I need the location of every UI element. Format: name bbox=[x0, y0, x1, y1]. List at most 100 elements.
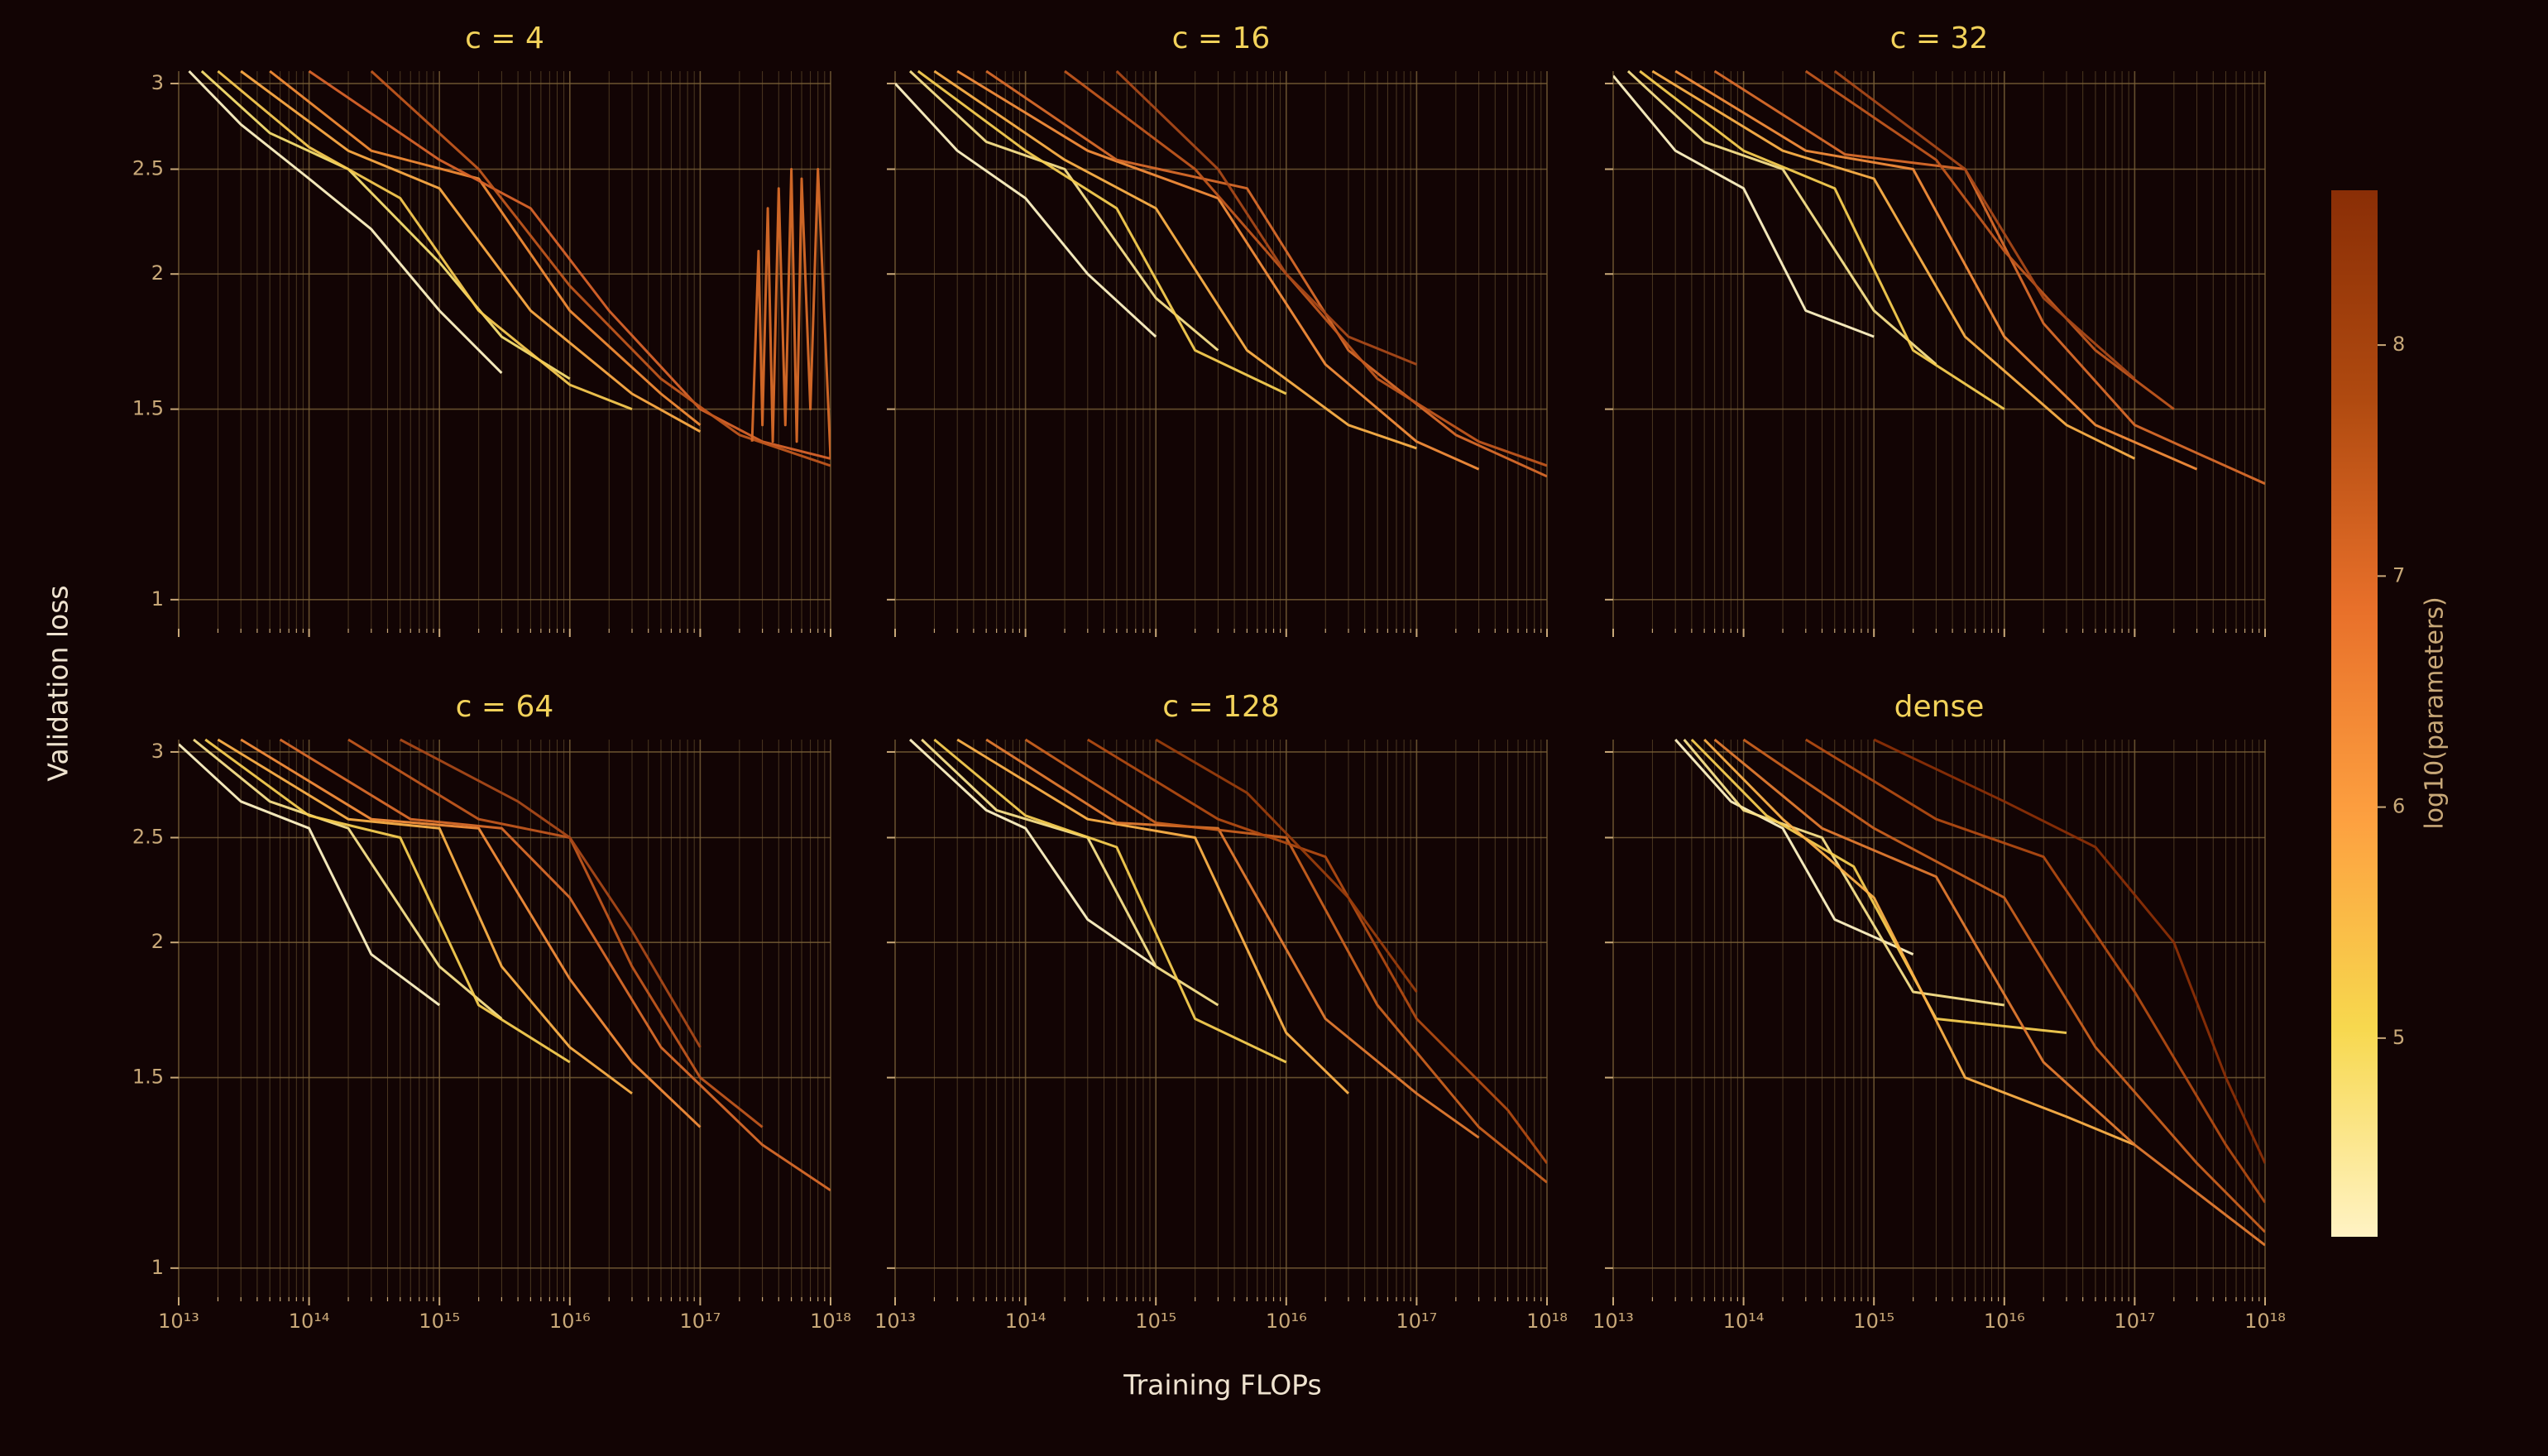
loss-curve bbox=[985, 738, 1480, 1139]
loss-curve bbox=[188, 69, 503, 374]
x-tick-label: 10¹⁷ bbox=[680, 1310, 721, 1333]
loss-curve bbox=[1613, 74, 1875, 338]
loss-curve bbox=[1703, 738, 2135, 1147]
y-tick-label: 1 bbox=[151, 1256, 164, 1279]
panel-title: dense bbox=[1894, 690, 1985, 724]
loss-curve bbox=[1024, 738, 1547, 1184]
x-tick-label: 10¹⁵ bbox=[419, 1310, 460, 1333]
y-tick-label: 3 bbox=[151, 71, 164, 94]
loss-curve bbox=[1626, 69, 1937, 366]
loss-curve bbox=[347, 738, 764, 1128]
loss-curve bbox=[1742, 738, 2265, 1233]
x-tick-label: 10¹⁷ bbox=[2115, 1310, 2156, 1333]
panel: c = 64 10¹³ 10¹⁴ 10¹⁵ 10¹⁶ 10¹⁷ 10¹⁸ 1 1.5 2 2.5 3 bbox=[132, 690, 851, 1333]
loss-curve bbox=[1639, 69, 2005, 410]
loss-curve bbox=[985, 69, 1547, 478]
panel-title: c = 128 bbox=[1162, 690, 1280, 724]
lines bbox=[908, 738, 1547, 1184]
x-tick-label: 10¹³ bbox=[874, 1310, 916, 1333]
x-tick-label: 10¹⁵ bbox=[1135, 1310, 1176, 1333]
panel: c = 16 bbox=[887, 22, 1548, 637]
loss-curve bbox=[1064, 69, 1547, 467]
x-tick-label: 10¹⁴ bbox=[1005, 1310, 1046, 1333]
y-tick-label: 2.5 bbox=[132, 156, 164, 180]
lines bbox=[1613, 69, 2265, 486]
loss-curve bbox=[204, 738, 571, 1064]
panel: c = 32 bbox=[1605, 22, 2266, 637]
loss-curve bbox=[240, 738, 702, 1128]
y-axis-label: Validation loss bbox=[42, 585, 74, 781]
loss-curve bbox=[933, 738, 1287, 1064]
panel: c = 128 10¹³ 10¹⁴ 10¹⁵ 10¹⁶ 10¹⁷ 10¹⁸ bbox=[874, 690, 1568, 1333]
lines bbox=[188, 69, 831, 467]
loss-curve bbox=[1674, 69, 2198, 471]
loss-curve bbox=[917, 69, 1287, 395]
loss-curve bbox=[269, 69, 702, 426]
loss-curve bbox=[956, 738, 1350, 1094]
panel-title: c = 32 bbox=[1890, 22, 1989, 55]
loss-curve bbox=[908, 738, 1157, 968]
panel-title: c = 4 bbox=[465, 22, 544, 55]
loss-curve bbox=[1115, 69, 1417, 366]
lines bbox=[895, 69, 1547, 478]
loss-curve bbox=[1683, 739, 2005, 1007]
panel: dense 10¹³ 10¹⁴ 10¹⁵ 10¹⁶ 10¹⁷ 10¹⁸ bbox=[1592, 690, 2286, 1333]
colorbar-tick-label: 8 bbox=[2392, 333, 2405, 356]
x-tick-label: 10¹⁵ bbox=[1853, 1310, 1894, 1333]
loss-curve bbox=[895, 82, 1157, 338]
x-tick-label: 10¹⁸ bbox=[2244, 1310, 2286, 1333]
y-tick-label: 3 bbox=[151, 740, 164, 763]
panel-title: c = 16 bbox=[1172, 22, 1271, 55]
loss-curve bbox=[1674, 738, 1914, 956]
loss-curve bbox=[1690, 738, 2067, 1034]
loss-curve bbox=[279, 738, 831, 1192]
colorbar-tick-label: 6 bbox=[2392, 795, 2405, 818]
y-tick-label: 2.5 bbox=[132, 825, 164, 848]
y-tick-label: 1 bbox=[151, 587, 164, 611]
loss-curve bbox=[750, 168, 831, 459]
panel-title: c = 64 bbox=[456, 690, 554, 724]
x-tick-label: 10¹⁸ bbox=[1526, 1310, 1568, 1333]
colorbar bbox=[2331, 190, 2378, 1237]
loss-curve bbox=[1713, 738, 2265, 1247]
loss-curve bbox=[1155, 738, 1418, 993]
loss-curve bbox=[933, 69, 1417, 450]
y-tick-label: 2 bbox=[151, 261, 164, 285]
x-tick-label: 10¹³ bbox=[1592, 1310, 1634, 1333]
loss-curve bbox=[370, 69, 831, 467]
loss-curve bbox=[1713, 69, 2265, 486]
x-tick-label: 10¹⁶ bbox=[1266, 1310, 1307, 1333]
loss-curve bbox=[217, 69, 633, 410]
x-tick-label: 10¹³ bbox=[158, 1310, 199, 1333]
colorbar-tick-label: 7 bbox=[2392, 563, 2405, 587]
x-tick-label: 10¹⁶ bbox=[1984, 1310, 2025, 1333]
y-tick-label: 1.5 bbox=[132, 1066, 164, 1089]
loss-curve bbox=[193, 738, 503, 1020]
colorbar-label: log10(parameters) bbox=[2421, 596, 2450, 829]
x-tick-label: 10¹⁷ bbox=[1396, 1310, 1438, 1333]
y-tick-label: 1.5 bbox=[132, 397, 164, 420]
loss-curve bbox=[400, 738, 702, 1048]
loss-curve bbox=[217, 738, 633, 1095]
loss-curve bbox=[956, 69, 1480, 471]
loss-curve bbox=[240, 69, 702, 433]
panel: c = 4 1 1.5 2 2.5 3 bbox=[132, 22, 831, 637]
loss-curve bbox=[1873, 738, 2265, 1164]
y-tick-label: 2 bbox=[151, 930, 164, 953]
loss-curve bbox=[1804, 69, 2175, 410]
lines bbox=[1674, 738, 2265, 1247]
loss-curve bbox=[179, 743, 441, 1007]
loss-curve bbox=[1833, 69, 2136, 381]
colorbar-tick-label: 5 bbox=[2392, 1026, 2405, 1049]
x-axis-label: Training FLOPs bbox=[1123, 1369, 1321, 1401]
loss-curve bbox=[1087, 738, 1547, 1164]
x-tick-label: 10¹⁶ bbox=[549, 1310, 591, 1333]
lines bbox=[179, 738, 831, 1192]
loss-curve bbox=[1805, 738, 2265, 1204]
loss-curve bbox=[200, 69, 571, 381]
x-tick-label: 10¹⁴ bbox=[1723, 1310, 1765, 1333]
x-tick-label: 10¹⁴ bbox=[289, 1310, 330, 1333]
loss-curve bbox=[1651, 69, 2136, 460]
x-tick-label: 10¹⁸ bbox=[810, 1310, 851, 1333]
